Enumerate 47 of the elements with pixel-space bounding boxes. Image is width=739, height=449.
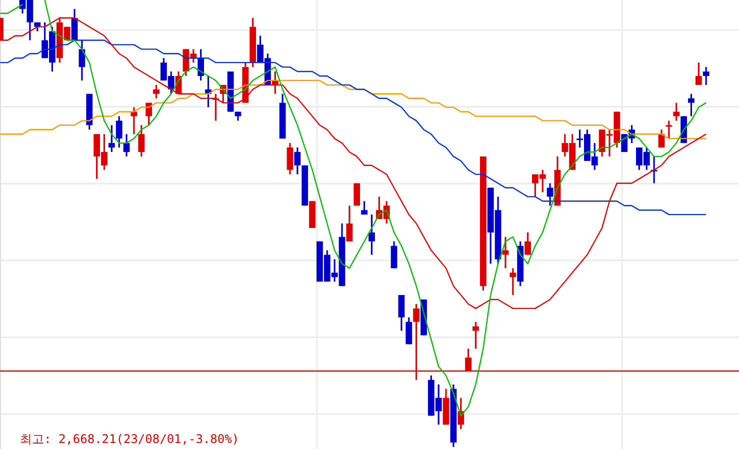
candlestick [465,348,472,372]
candlestick [636,146,642,171]
candlestick [666,120,672,140]
candlestick [138,124,145,158]
candlestick [562,133,568,158]
candlestick [695,62,702,86]
candlestick [368,214,375,256]
candlestick [458,397,464,430]
candlestick [26,0,34,42]
candlestick [190,48,197,64]
candlestick [42,22,48,59]
candlestick [101,133,108,171]
candlestick [257,34,264,64]
candlestick [153,84,160,100]
candlestick [390,240,398,269]
candlestick [598,128,606,158]
candlestick [123,133,130,158]
candlestick [160,57,167,82]
candlestick [108,124,115,153]
candlestick [643,146,650,171]
candlestick [406,316,412,345]
candlestick [286,142,294,176]
candlestick [546,182,554,206]
annotation: 최고: 2,668.21(23/08/01,-3.80%) [20,432,240,446]
candlestick [591,142,598,171]
candlestick [472,321,479,350]
candlestick [361,200,368,216]
candlestick [524,232,531,256]
candlestick [502,236,509,269]
candlestick [673,102,680,122]
candlestick [576,128,583,148]
candlestick [294,146,301,176]
candlestick [413,303,420,381]
candlestick [346,204,353,242]
candlestick [606,128,613,158]
candlestick [510,267,516,296]
candlestick [94,133,100,180]
candlestick [198,48,204,82]
candlestick [398,294,405,332]
candlestick [168,70,174,95]
candlestick [702,66,710,86]
candlestick [116,115,122,148]
candlestick [331,258,338,282]
candlestick [532,174,538,198]
candlestick [539,169,546,194]
candlestick [435,384,442,426]
candlestick [688,93,694,118]
